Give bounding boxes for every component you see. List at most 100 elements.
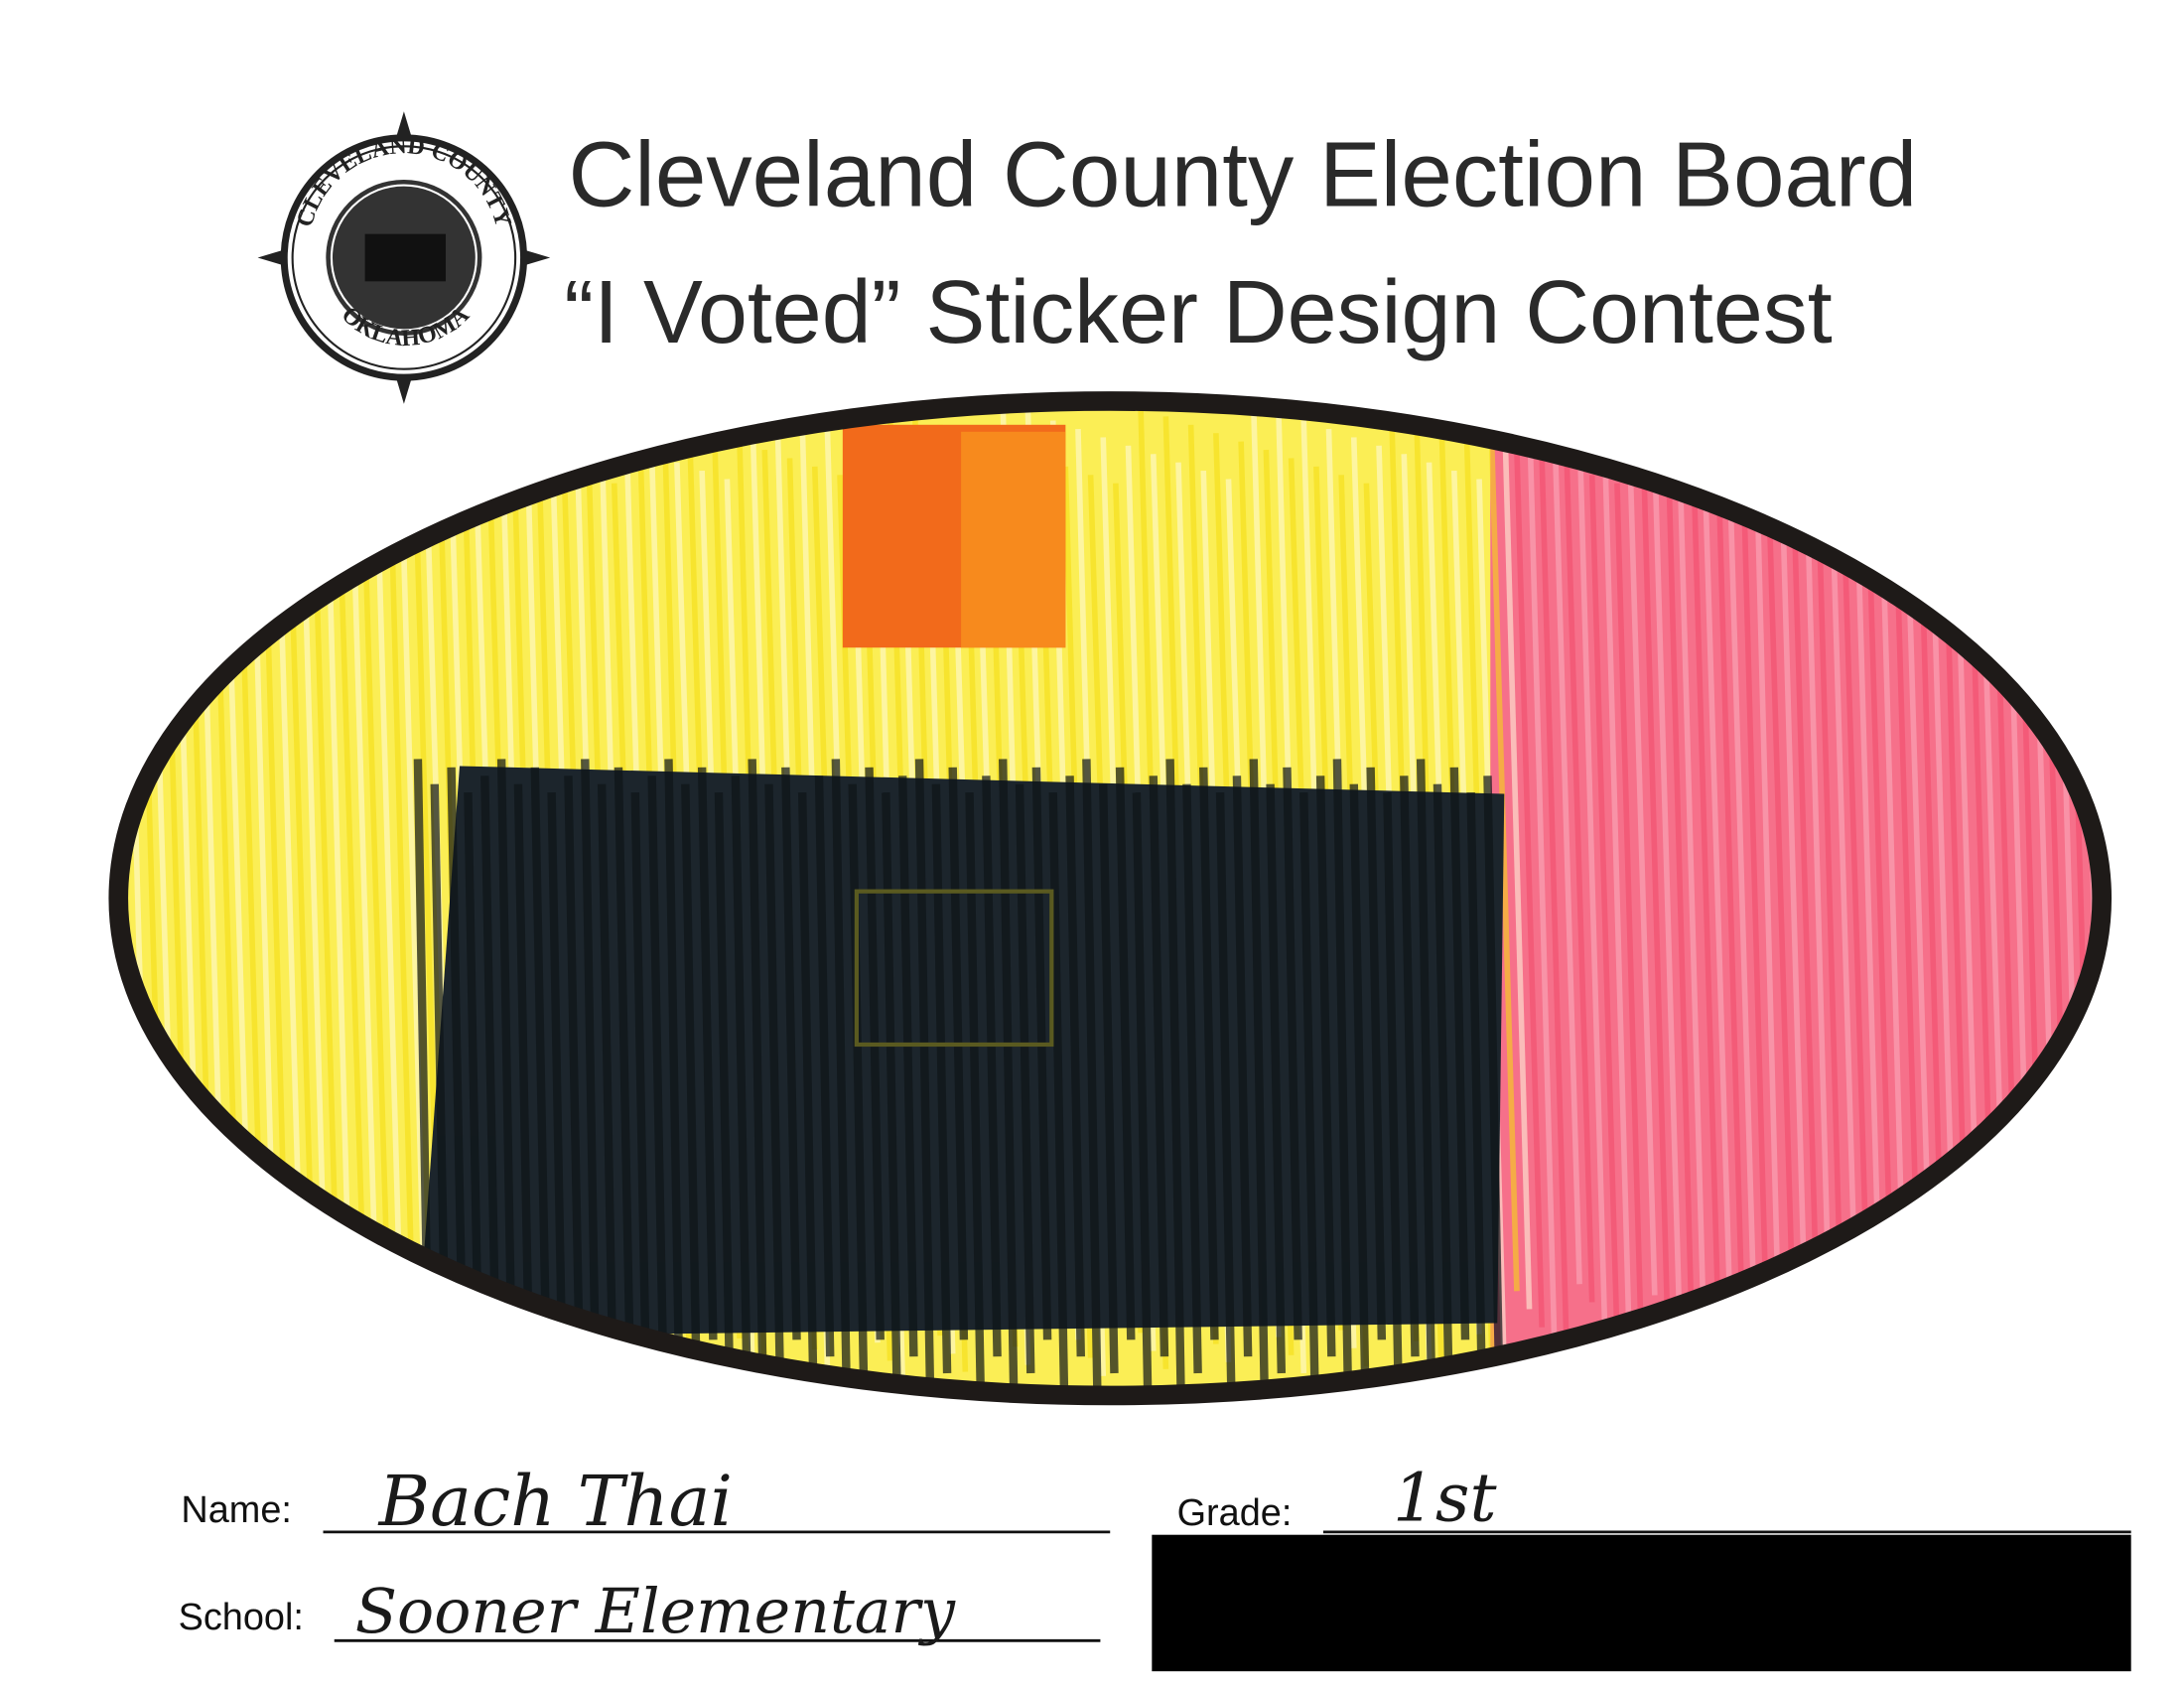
grade-value: 1st xyxy=(1393,1460,1497,1537)
marker-streak xyxy=(1249,759,1270,1396)
marker-streak xyxy=(681,783,701,1374)
marker-streak xyxy=(1031,767,1052,1340)
crayon-streak xyxy=(1564,466,1595,1303)
crayon-streak xyxy=(1588,475,1620,1339)
marker-streak xyxy=(1332,759,1353,1396)
marker-streak xyxy=(1082,759,1102,1396)
marker-streak xyxy=(630,792,651,1390)
marker-streak xyxy=(714,792,735,1390)
crayon-streak xyxy=(1626,445,1658,1296)
crayon-streak xyxy=(1840,475,1871,1311)
marker-streak xyxy=(931,783,952,1374)
marker-streak xyxy=(1132,792,1153,1390)
crayon-streak xyxy=(1714,433,1746,1325)
marker-streak xyxy=(748,759,768,1396)
marker-streak xyxy=(1433,783,1453,1374)
marker-streak xyxy=(614,767,634,1340)
marker-streak xyxy=(1283,767,1302,1340)
crayon-streak xyxy=(1526,412,1558,1346)
crayon-streak xyxy=(1689,424,1720,1289)
crayon-streak xyxy=(1614,483,1646,1375)
marker-streak xyxy=(447,767,468,1340)
marker-streak xyxy=(547,792,568,1390)
crayon-streak xyxy=(1652,454,1683,1333)
crayon-streak xyxy=(1501,403,1533,1310)
crayon-streak xyxy=(1702,471,1733,1307)
marker-streak xyxy=(1366,767,1387,1340)
marker-streak xyxy=(530,767,551,1340)
school-label: School: xyxy=(179,1597,304,1638)
marker-streak xyxy=(564,775,584,1357)
marker-streak xyxy=(865,767,885,1340)
marker-streak xyxy=(731,775,751,1357)
marker-streak xyxy=(664,759,684,1396)
marker-streak xyxy=(848,783,869,1374)
marker-streak xyxy=(1115,767,1136,1340)
marker-streak xyxy=(781,767,801,1340)
marker-streak xyxy=(1232,775,1253,1357)
title: Cleveland County Election Board xyxy=(568,123,1917,226)
marker-streak xyxy=(597,783,617,1374)
name-value: Bach Thai xyxy=(377,1461,733,1542)
redaction-box xyxy=(1152,1534,2131,1672)
marker-streak xyxy=(513,783,534,1374)
marker-streak xyxy=(814,775,835,1357)
school-value: Sooner Elementary xyxy=(355,1576,956,1647)
crayon-streak xyxy=(1777,412,1809,1318)
marker-streak xyxy=(797,792,818,1390)
grade-label: Grade: xyxy=(1177,1492,1293,1534)
subtitle: “I Voted” Sticker Design Contest xyxy=(564,263,1832,362)
marker-streak xyxy=(647,775,668,1357)
marker-streak xyxy=(697,767,718,1340)
marker-streak xyxy=(1416,759,1436,1396)
crayon-streak xyxy=(1576,428,1608,1321)
marker-streak xyxy=(480,775,500,1357)
marker-streak xyxy=(1266,783,1287,1374)
crayon-streak xyxy=(1752,403,1783,1379)
marker-streak xyxy=(1149,775,1169,1357)
sticker-oval xyxy=(108,391,2113,1406)
marker-streak xyxy=(1065,775,1085,1357)
crayon-streak xyxy=(1664,416,1696,1350)
crayon-streak xyxy=(360,483,392,1320)
marker-streak xyxy=(1099,783,1119,1374)
crayon-streak xyxy=(1815,466,1846,1372)
marker-streak xyxy=(1466,792,1487,1390)
crayon-streak xyxy=(1802,420,1834,1354)
marker-streak xyxy=(998,759,1019,1396)
crayon-streak xyxy=(1488,441,1520,1292)
marker-streak xyxy=(948,767,969,1340)
crayon-streak xyxy=(1677,462,1708,1368)
marker-streak xyxy=(914,759,935,1396)
name-label: Name: xyxy=(181,1489,292,1531)
marker-streak xyxy=(764,783,784,1374)
marker-streak xyxy=(1215,792,1236,1390)
crayon-streak xyxy=(1852,437,1883,1330)
crayon-streak xyxy=(1726,479,1758,1343)
crayon-streak xyxy=(1827,428,1858,1293)
crayon-streak xyxy=(1552,420,1582,1285)
crayon-streak xyxy=(1539,458,1570,1364)
marker-streak xyxy=(1048,792,1069,1390)
crayon-streak xyxy=(1789,458,1821,1336)
marker-streak xyxy=(1165,759,1186,1396)
marker-streak xyxy=(1299,792,1319,1390)
marker-streak xyxy=(1015,783,1035,1374)
crayon-streak xyxy=(1514,449,1545,1328)
crayon-streak xyxy=(336,475,367,1283)
marker-streak xyxy=(1483,775,1503,1357)
marker-streak xyxy=(982,775,1002,1357)
marker-streak xyxy=(897,775,918,1357)
marker-streak xyxy=(1349,783,1370,1374)
sticker-drawing xyxy=(118,400,2103,1396)
marker-streak xyxy=(1383,792,1403,1390)
marker-streak xyxy=(1315,775,1336,1357)
marker-streak xyxy=(831,759,852,1396)
marker-streak xyxy=(1199,767,1219,1340)
marker-streak xyxy=(1400,775,1420,1357)
crayon-streak xyxy=(1601,437,1633,1357)
marker-streak xyxy=(1182,783,1202,1374)
crayon-streak xyxy=(1739,441,1771,1361)
crayon-streak xyxy=(1639,407,1671,1314)
